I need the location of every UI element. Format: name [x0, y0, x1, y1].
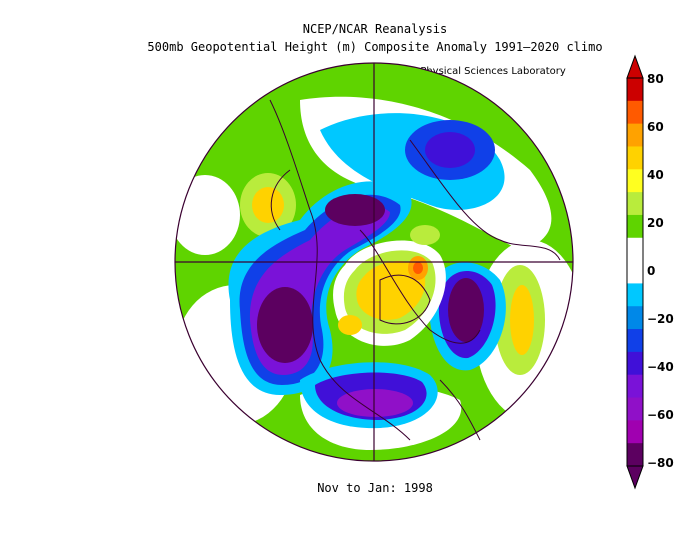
colorbar-top-arrow	[626, 54, 644, 79]
colorbar-segment	[627, 169, 643, 193]
colorbar-segment	[627, 329, 643, 353]
colorbar-segment	[627, 100, 643, 125]
colorbar-segment	[627, 283, 643, 307]
colorbar-label-minus60: −60	[647, 408, 674, 422]
colorbar-segment	[627, 443, 643, 467]
colorbar	[626, 54, 644, 490]
colorbar-segment	[627, 351, 643, 376]
colorbar-segment	[627, 306, 643, 330]
period-label: Nov to Jan: 1998	[317, 481, 433, 495]
colorbar-segment	[627, 420, 643, 444]
colorbar-segment	[627, 78, 643, 102]
colorbar-label-0: 0	[647, 264, 656, 278]
credit-label: NOAA Physical Sciences Laboratory	[388, 66, 566, 77]
colorbar-label-40: 40	[647, 168, 664, 182]
colorbar-segment	[627, 237, 643, 262]
coastlines	[269, 99, 561, 441]
colorbar-segment	[627, 374, 643, 399]
colorbar-label-minus40: −40	[647, 360, 674, 374]
colorbar-segment	[627, 192, 643, 216]
colorbar-segment	[627, 260, 643, 284]
colorbar-label-80: 80	[647, 72, 664, 86]
colorbar-segment	[627, 123, 643, 147]
colorbar-label-20: 20	[647, 216, 664, 230]
colorbar-segment	[627, 397, 643, 421]
map-title: NCEP/NCAR Reanalysis	[302, 22, 448, 36]
colorbar-label-minus80: −80	[647, 456, 674, 470]
colorbar-segment	[627, 214, 643, 239]
colorbar-segment	[627, 146, 643, 170]
map-subtitle-title: 500mb Geopotential Height (m) Composite …	[147, 40, 603, 54]
colorbar-label-60: 60	[647, 120, 664, 134]
colorbar-label-minus20: −20	[647, 312, 674, 326]
